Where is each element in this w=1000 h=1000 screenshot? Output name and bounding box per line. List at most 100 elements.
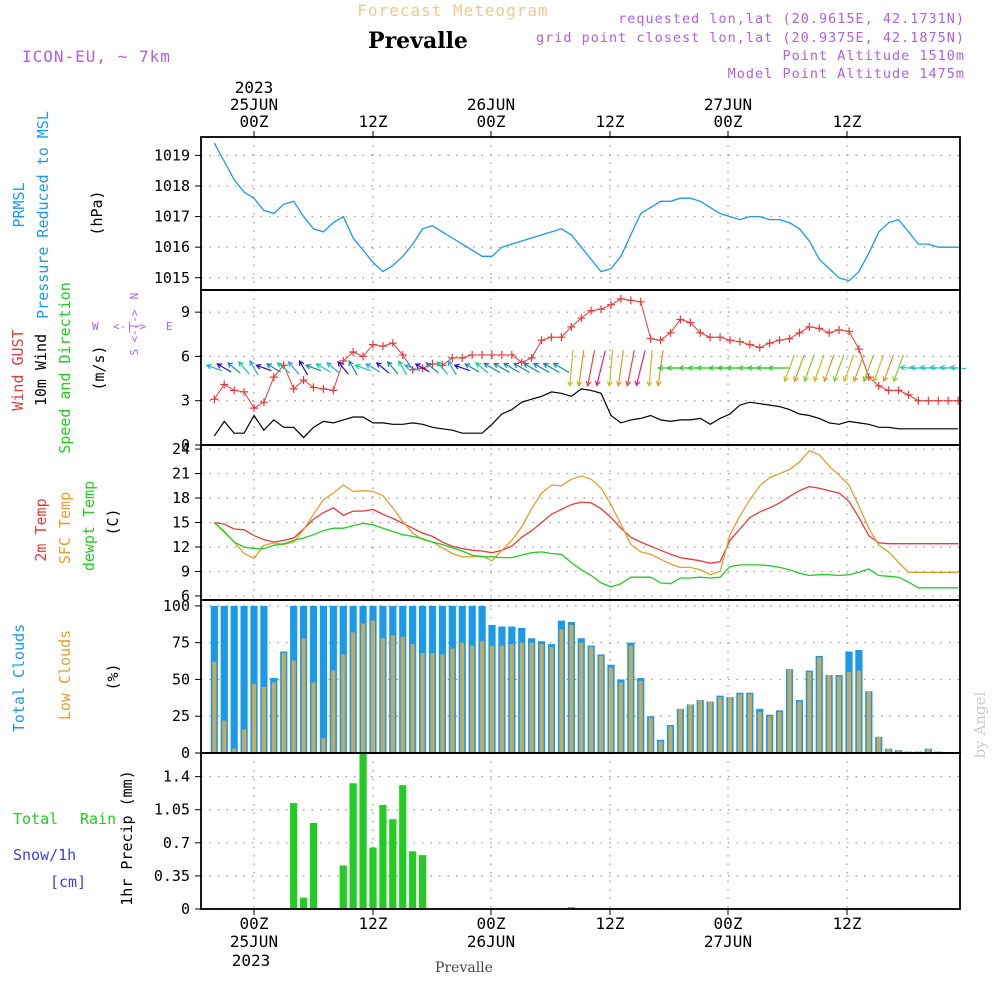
ytick-label: 50 (172, 670, 190, 688)
ytick-label: 1017 (154, 208, 190, 226)
pressure-line (213, 142, 959, 282)
precip-bar (359, 753, 367, 909)
wind-direction-arrow (249, 360, 259, 376)
forecast-title: Forecast Meteogram (357, 1, 548, 20)
low-cloud-bar (847, 672, 851, 753)
low-cloud-bar (539, 644, 544, 753)
bottom-hour-5: 12Z (833, 914, 862, 933)
wind-direction-arrow (238, 360, 250, 375)
ytick-label: 24 (172, 440, 190, 458)
panel-clouds: 0 25 50 75 100 (163, 597, 961, 762)
wind-direction-arrow (502, 362, 520, 374)
gust-marker (646, 334, 655, 343)
bottom-date-4: 27JUN (704, 932, 752, 951)
low-cloud-bar (817, 657, 822, 753)
low-cloud-bar (856, 670, 861, 753)
wind-direction-arrow (616, 350, 624, 388)
total-clouds-label: Total Clouds (10, 624, 28, 732)
low-cloud-bar (450, 648, 455, 753)
temp-unit: (C) (104, 508, 122, 535)
gust-marker (240, 387, 249, 396)
wind-direction-arrow (552, 362, 570, 374)
point-altitude: Point Altitude 1510m (782, 48, 965, 64)
low-cloud-bar (827, 675, 832, 753)
ytick-label: 1019 (154, 146, 190, 164)
ytick-label: 0.7 (163, 834, 190, 852)
temperature-labels: 2m Temp SFC Temp dewpt Temp (C) (32, 481, 122, 571)
gust-marker (884, 386, 893, 395)
gust-marker (230, 386, 239, 395)
wind-direction-arrow (803, 354, 815, 383)
precip-bar (418, 855, 427, 909)
gust-marker (448, 353, 457, 362)
wind-direction-arrow (793, 354, 805, 383)
watermark: by Angel (971, 691, 989, 758)
wind-direction-arrow (625, 350, 635, 387)
total-label: Total (13, 810, 58, 828)
gust-marker (369, 340, 377, 349)
low-cloud-bar (321, 738, 326, 753)
gust-marker (210, 395, 219, 404)
total-cloud-bar (220, 605, 228, 753)
wind-direction-arrow (919, 364, 937, 371)
low-cloud-bar (390, 635, 395, 753)
low-cloud-bar (678, 708, 683, 753)
low-cloud-bar (648, 717, 653, 753)
low-cloud-bar (499, 645, 504, 753)
gust-marker (845, 327, 853, 336)
wind-direction-arrow (265, 363, 282, 373)
pressure-unit: (hPa) (88, 190, 106, 235)
precip-bar (339, 865, 347, 909)
location-title: Prevalle (368, 28, 468, 54)
wind-direction-arrow (842, 354, 855, 383)
wind-direction-arrow (216, 363, 232, 373)
panel-precip: 0 0.35 0.7 1.05 1.4 (154, 752, 961, 918)
wind-direction-arrow (832, 354, 845, 383)
gust-marker (934, 396, 943, 405)
low-cloud-bar (361, 623, 366, 753)
wind-direction-arrow (522, 362, 540, 374)
ytick-label: 1.4 (163, 768, 190, 786)
gust-marker (726, 336, 734, 345)
gust-marker (378, 342, 387, 351)
panel-frame (200, 752, 961, 910)
top-date-4: 27JUN (704, 95, 752, 114)
low-cloud-bar (222, 720, 227, 753)
wind-direction-arrow (425, 362, 439, 374)
gust-marker (874, 381, 883, 390)
wind-direction-arrow (872, 354, 885, 383)
wind-direction-arrow (227, 362, 241, 374)
low-cloud-bar (301, 638, 306, 753)
top-hour-3: 12Z (596, 112, 625, 131)
gust-marker (458, 353, 467, 362)
low-cloud-bar (718, 697, 723, 753)
low-cloud-bar (807, 672, 812, 753)
precip-bar (409, 851, 417, 909)
low-cloud-bar (668, 726, 673, 753)
gust-marker (497, 350, 506, 359)
gust-marker (795, 328, 804, 337)
gust-marker (537, 336, 546, 345)
wind-direction-arrow (403, 363, 421, 372)
total-cloud-bar (230, 605, 238, 753)
gust-label: Wind GUST (9, 329, 27, 410)
ytick-label: 9 (181, 303, 190, 321)
panel-frame (200, 444, 961, 601)
low-cloud-bar (420, 652, 425, 753)
compass-east: E (166, 320, 173, 333)
low-cloud-bar (688, 704, 693, 753)
wind-direction-arrow (852, 354, 865, 383)
gust-marker (577, 314, 586, 323)
low-cloud-bar (866, 691, 871, 753)
bottom-hour-2: 00Z (477, 914, 506, 933)
ytick-label: 100 (163, 597, 190, 615)
low-cloud-bar (559, 629, 564, 753)
gust-marker (309, 383, 318, 392)
low-cloud-bar (232, 748, 237, 753)
wind-line (213, 388, 959, 439)
ytick-label: 12 (172, 538, 190, 556)
low-cloud-bar (371, 620, 375, 753)
gust-marker (319, 384, 328, 393)
ytick-label: 9 (181, 562, 190, 580)
